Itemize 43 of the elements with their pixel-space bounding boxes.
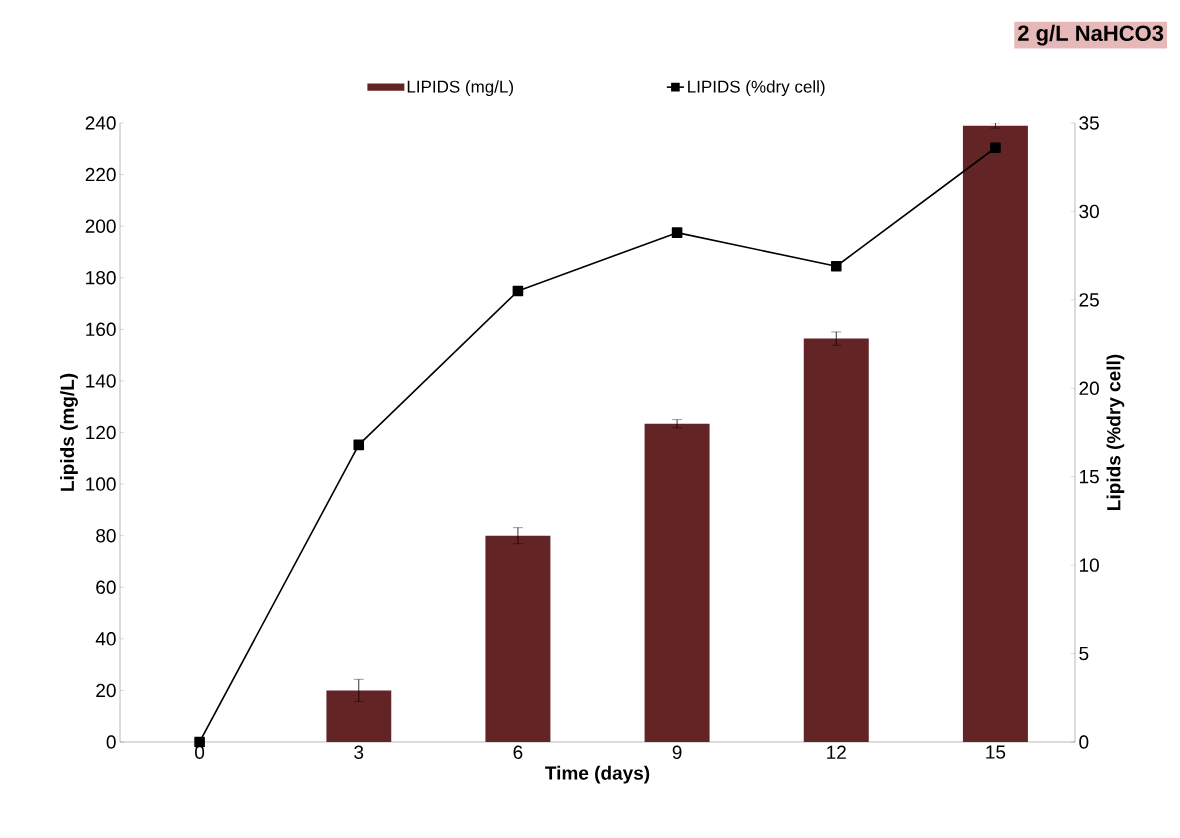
point bbox=[194, 736, 205, 748]
x-tick-label: 12 bbox=[827, 745, 846, 759]
x-tick-label: 15 bbox=[986, 745, 1006, 759]
y2-tick-label: 10 bbox=[1079, 558, 1099, 572]
y-tick-label: 40 bbox=[95, 632, 116, 646]
y-tick-label: 0 bbox=[106, 735, 116, 749]
y-axis-title: Lipids (mg/L) bbox=[60, 373, 78, 491]
bar bbox=[962, 125, 1028, 742]
legend-label: LIPIDS (mg/L) bbox=[407, 80, 514, 97]
point bbox=[671, 227, 683, 238]
y2-tick-label: 35 bbox=[1079, 116, 1099, 130]
bar bbox=[485, 535, 551, 742]
y-tick-label: 160 bbox=[86, 322, 116, 337]
bar bbox=[803, 338, 869, 742]
y-tick-label: 140 bbox=[86, 374, 116, 388]
point bbox=[353, 439, 365, 451]
point bbox=[830, 260, 842, 272]
y2-tick-label: 20 bbox=[1079, 381, 1099, 396]
y-tick-label: 100 bbox=[86, 477, 116, 491]
y2-axis-title: Lipids (%dry cell) bbox=[1106, 354, 1125, 510]
y2-tick-label: 25 bbox=[1079, 293, 1099, 307]
point bbox=[512, 285, 524, 297]
chart-title: 2 g/L NaHCO3 bbox=[1018, 24, 1164, 46]
y-tick-label: 120 bbox=[86, 425, 116, 440]
y-tick-label: 200 bbox=[85, 219, 116, 233]
y-tick-label: 60 bbox=[96, 580, 116, 594]
x-tick-label: 6 bbox=[513, 745, 523, 759]
x-tick-label: 9 bbox=[672, 745, 682, 759]
point bbox=[990, 142, 1001, 154]
y2-tick-label: 15 bbox=[1079, 470, 1099, 484]
y-tick-label: 80 bbox=[96, 528, 116, 543]
y2-tick-label: 0 bbox=[1079, 735, 1089, 749]
y-tick-label: 180 bbox=[86, 271, 116, 285]
x-tick-label: 3 bbox=[354, 745, 364, 759]
y-tick-label: 220 bbox=[85, 167, 116, 182]
y-tick-label: 20 bbox=[96, 683, 116, 698]
bar bbox=[326, 690, 392, 742]
bar bbox=[644, 423, 710, 742]
legend-label: LIPIDS (%dry cell) bbox=[688, 80, 825, 97]
y-tick-label: 240 bbox=[85, 116, 116, 130]
y2-tick-label: 5 bbox=[1079, 646, 1089, 661]
x-axis-title: Time (days) bbox=[545, 765, 650, 784]
y2-tick-label: 30 bbox=[1079, 204, 1099, 219]
